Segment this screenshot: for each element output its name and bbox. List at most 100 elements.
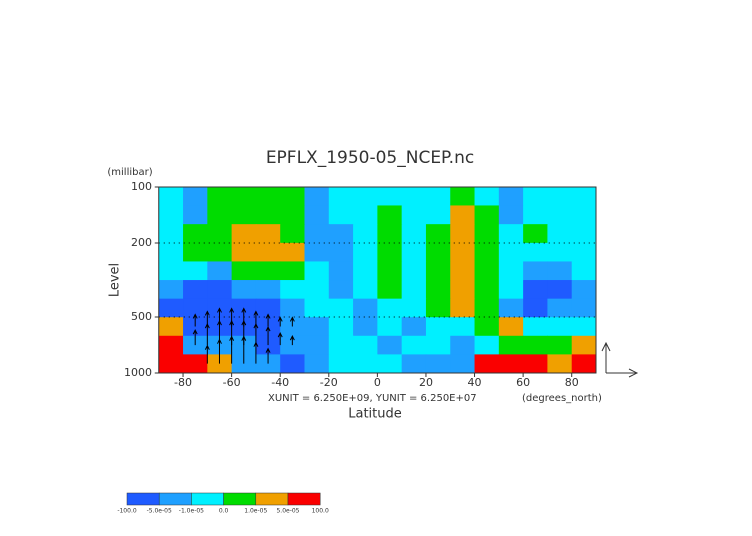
field-cell [401,224,427,244]
flux-vector [217,338,222,364]
field-cell [231,187,257,206]
field-cell [255,224,281,244]
colorbar-label: 5.0e-05 [276,508,299,515]
field-cell [377,317,403,337]
field-cell [547,261,573,281]
field-cell [304,187,330,206]
colorbar-label: -5.0e-05 [147,508,172,515]
field-cell [231,280,257,300]
field-cell [547,187,573,206]
field-cell [158,280,184,300]
field-cell [498,261,524,281]
field-cell [353,280,378,300]
field-cell [207,261,233,281]
field-cell [207,224,233,244]
field-cell [377,224,403,244]
field-cell [523,335,548,355]
field-cell [255,242,281,262]
field-cell [304,280,330,300]
flux-vector [277,331,283,346]
flux-vector [204,344,210,364]
field-cell [207,242,233,262]
field-cell [450,354,476,374]
field-cell [498,205,524,225]
field-cell [280,224,305,244]
field-cell [353,298,378,318]
field-cell [498,224,524,244]
field-cell [523,261,548,281]
field-cell [255,205,281,225]
flux-vector [265,325,271,346]
field-cell [328,317,354,337]
field-cell [377,354,403,374]
field-cell [547,280,573,300]
field-cell [231,205,257,225]
field-cell [474,354,500,374]
field-cell [425,298,451,318]
flux-vector [289,316,295,327]
field-cell [474,187,500,206]
field-cell [547,242,573,262]
field-cell [474,261,500,281]
flux-vector [253,341,259,364]
field-cell [207,354,233,374]
colorbar-box [287,492,321,506]
field-cell [450,205,476,225]
field-cell [328,242,354,262]
field-cell [207,205,233,225]
field-cell [255,261,281,281]
colorbar-label: -1.0e-05 [179,508,204,515]
x-tick-label: 20 [419,376,433,389]
colorbar-label: 1.0e-05 [244,508,267,515]
field-cell [304,354,330,374]
field-cell [280,298,305,318]
field-cell [474,317,500,337]
colorbar-box [158,492,192,506]
field-cell [401,187,427,206]
field-cell [183,242,208,262]
field-cell [158,317,184,337]
field-cell [328,187,354,206]
field-cell [547,224,573,244]
field-cell [450,187,476,206]
field-cell [328,298,354,318]
field-cell [377,205,403,225]
field-cell [523,298,548,318]
field-cell [523,187,548,206]
field-cell [523,242,548,262]
field-cell [425,224,451,244]
field-cell [498,335,524,355]
field-cell [255,298,281,318]
field-cell [401,354,427,374]
field-cell [498,298,524,318]
field-cell [158,187,184,206]
field-cell [304,298,330,318]
x-tick-label: -20 [320,376,338,389]
field-cell [377,242,403,262]
flux-vector [192,328,198,346]
field-cell [377,261,403,281]
field-cell [450,280,476,300]
field-cell [425,187,451,206]
field-cell [571,261,597,281]
field-cell [183,298,208,318]
y-tick-label: 1000 [124,366,152,379]
field-cell [547,298,573,318]
field-cell [158,261,184,281]
field-cell [571,280,597,300]
flux-vector [241,335,247,364]
field-cell [571,317,597,337]
field-cell [353,261,378,281]
overlay: 100 200 500 1000 -80 -60 -40 -20 0 20 40 60 80 [124,180,597,389]
field-cell [183,261,208,281]
x-tick-label: -60 [223,376,241,389]
flux-vector [204,322,210,346]
x-tick-label: 40 [468,376,482,389]
field-cell [328,335,354,355]
field-cell [401,317,427,337]
field-cell [328,224,354,244]
flux-vector [265,347,271,364]
field-cell [353,205,378,225]
colorbar-label: -100.0 [117,508,137,515]
